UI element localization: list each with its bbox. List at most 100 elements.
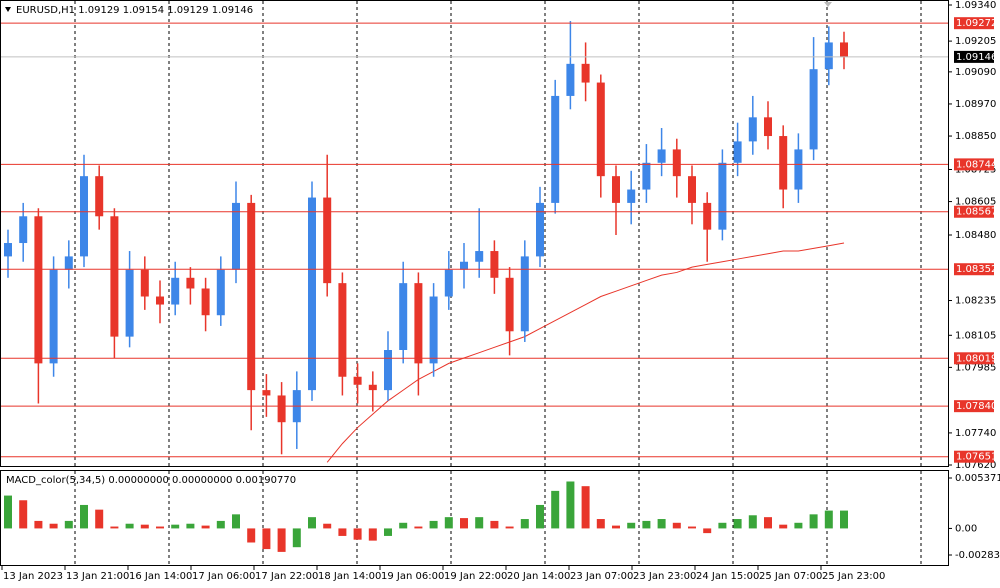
candle-body bbox=[460, 261, 468, 270]
candle-body bbox=[657, 149, 666, 163]
macd-bar bbox=[551, 490, 560, 529]
macd-bar bbox=[460, 518, 468, 529]
macd-bar bbox=[733, 519, 742, 529]
macd-bar bbox=[566, 481, 575, 529]
candle-body bbox=[444, 269, 453, 297]
candle-body bbox=[201, 288, 210, 316]
candle-body bbox=[247, 202, 256, 391]
macd-bar bbox=[414, 526, 423, 529]
level-tag bbox=[954, 450, 994, 463]
candle-body bbox=[703, 202, 712, 230]
x-tick-label: 24 Jan 15:00 bbox=[696, 571, 759, 582]
x-tick-label: 17 Jan 22:00 bbox=[255, 571, 318, 582]
macd-bar bbox=[308, 517, 316, 529]
level-label: 1.08744 bbox=[956, 159, 997, 170]
macd-bar bbox=[80, 504, 88, 529]
candle-body bbox=[323, 197, 332, 284]
title-arrow bbox=[5, 7, 11, 12]
macd-bar bbox=[475, 517, 484, 529]
level-label: 1.07840 bbox=[956, 401, 997, 412]
macd-bar bbox=[840, 510, 848, 529]
candle-body bbox=[429, 296, 438, 364]
x-tick-label: 13 Jan 21:00 bbox=[66, 571, 129, 582]
macd-bar bbox=[323, 523, 332, 529]
y-tick-label: 1.09340 bbox=[955, 0, 996, 11]
x-tick-label: 20 Jan 14:00 bbox=[507, 571, 570, 582]
macd-bar bbox=[536, 504, 544, 529]
macd-bar bbox=[399, 522, 408, 529]
macd-bar bbox=[672, 522, 681, 529]
x-tick-label: 18 Jan 14:00 bbox=[318, 571, 381, 582]
macd-bar bbox=[688, 526, 696, 529]
y-tick-label: 1.08480 bbox=[955, 230, 996, 241]
candle-body bbox=[216, 269, 225, 316]
candle-body bbox=[19, 216, 28, 244]
candle-body bbox=[4, 243, 12, 257]
macd-bar bbox=[809, 514, 818, 529]
candle-body bbox=[612, 176, 620, 203]
shift-marker bbox=[824, 2, 832, 7]
macd-bar bbox=[794, 522, 803, 529]
macd-bar bbox=[657, 519, 666, 529]
candle-body bbox=[505, 277, 514, 332]
candle-body bbox=[688, 176, 696, 203]
level-label: 1.08019 bbox=[956, 353, 997, 364]
macd-bar bbox=[520, 519, 529, 529]
candle-body bbox=[277, 395, 286, 423]
level-tag bbox=[954, 263, 994, 276]
candle-body bbox=[338, 283, 347, 377]
macd-bar bbox=[718, 522, 727, 529]
macd-bar bbox=[384, 528, 392, 536]
macd-tick-label: 0.00 bbox=[955, 523, 977, 534]
chart-title: EURUSD,H1 1.09129 1.09154 1.09129 1.0914… bbox=[16, 5, 253, 16]
candle-body bbox=[536, 202, 544, 257]
macd-bar bbox=[216, 520, 225, 529]
candle-body bbox=[490, 251, 499, 278]
candle-body bbox=[64, 256, 73, 270]
x-tick-label: 23 Jan 23:00 bbox=[633, 571, 696, 582]
macd-tick-label: -0.0028315 bbox=[955, 550, 1000, 561]
x-tick-label: 23 Jan 07:00 bbox=[570, 571, 633, 582]
y-tick-label: 1.08850 bbox=[955, 131, 996, 142]
y-tick-label: 1.08235 bbox=[955, 296, 996, 307]
macd-bar bbox=[338, 528, 347, 536]
macd-bar bbox=[368, 528, 377, 541]
candle-body bbox=[551, 95, 560, 203]
candle-body bbox=[95, 176, 104, 217]
candle-body bbox=[171, 277, 180, 305]
candle-body bbox=[384, 350, 392, 391]
candle-body bbox=[399, 283, 408, 350]
candle-body bbox=[110, 216, 119, 337]
y-tick-label: 1.08970 bbox=[955, 99, 996, 110]
level-tag bbox=[954, 400, 994, 413]
level-tag bbox=[954, 17, 994, 30]
level-label: 1.09272 bbox=[956, 18, 997, 29]
day-separators bbox=[74, 1, 922, 565]
macd-bar bbox=[201, 525, 210, 529]
candle-body bbox=[840, 42, 848, 57]
price-label: 1.09146 bbox=[956, 52, 997, 63]
candle-body bbox=[262, 390, 271, 396]
candle-body bbox=[748, 117, 757, 142]
candle-body bbox=[672, 149, 681, 177]
level-label: 1.08567 bbox=[956, 207, 997, 218]
candle-body bbox=[794, 149, 803, 190]
macd-bar bbox=[581, 486, 590, 529]
candle-body bbox=[733, 141, 742, 163]
macd-bar bbox=[171, 524, 180, 529]
macd-bar bbox=[824, 510, 833, 529]
candle-body bbox=[414, 283, 423, 364]
macd-bar bbox=[277, 528, 286, 552]
macd-bar bbox=[596, 519, 605, 529]
moving-average bbox=[326, 242, 845, 463]
candle-body bbox=[566, 63, 575, 96]
y-tick-label: 1.09090 bbox=[955, 67, 996, 78]
macd-bar bbox=[779, 524, 788, 529]
macd-title: MACD_color(5,34,5) 0.00000000 0.00000000… bbox=[6, 475, 296, 486]
macd-bar bbox=[125, 523, 134, 529]
macd-bar bbox=[186, 523, 195, 529]
x-tick-label: 25 Jan 07:00 bbox=[759, 571, 822, 582]
x-tick-label: 13 Jan 2023 bbox=[3, 571, 63, 582]
candle-body bbox=[627, 189, 636, 203]
